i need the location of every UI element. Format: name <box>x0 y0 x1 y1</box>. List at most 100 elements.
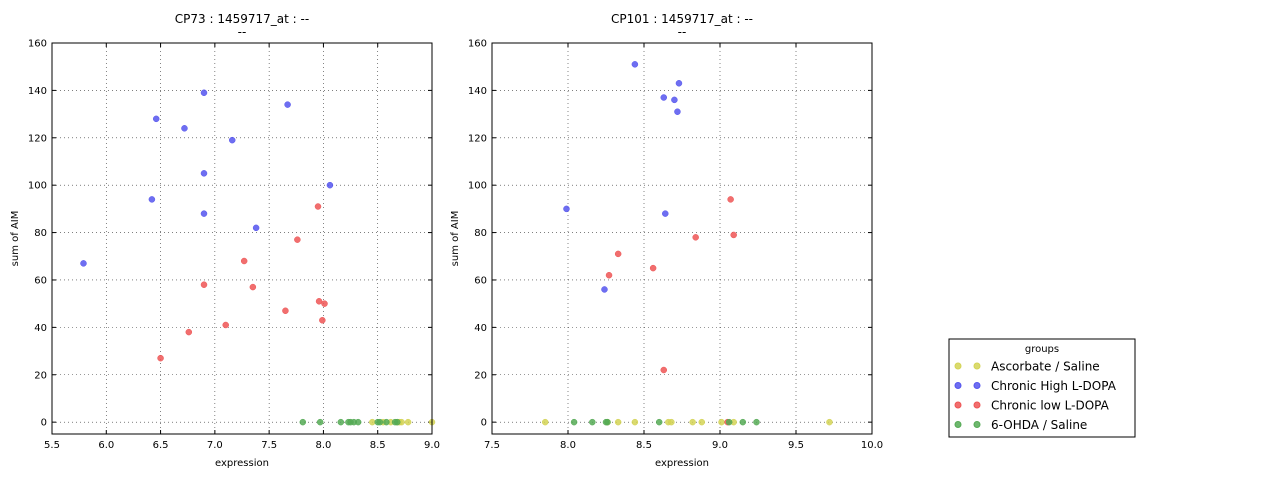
data-point <box>739 418 747 426</box>
data-point <box>157 354 164 362</box>
legend-item: Ascorbate / Saline <box>954 360 1100 374</box>
legend-marker <box>954 401 962 409</box>
series-1 <box>563 61 683 293</box>
legend-label: 6-OHDA / Saline <box>991 418 1087 432</box>
data-point <box>314 203 322 210</box>
data-point <box>222 321 229 329</box>
y-tick-label: 40 <box>34 323 47 334</box>
data-point <box>718 418 725 426</box>
y-tick-label: 100 <box>28 181 47 192</box>
data-point <box>299 418 307 426</box>
y-tick-label: 20 <box>34 370 47 381</box>
data-point <box>668 418 675 426</box>
data-point <box>604 418 611 426</box>
legend-marker <box>973 382 981 389</box>
data-point <box>660 94 668 101</box>
x-tick-label: 5.5 <box>44 440 60 451</box>
legend-box <box>948 338 1136 438</box>
legend-marker <box>954 362 962 370</box>
data-point <box>631 61 639 68</box>
data-point <box>252 224 260 232</box>
chart-title: CP73 : 1459717_at : -- <box>175 12 309 26</box>
data-point <box>725 418 733 426</box>
data-point <box>541 418 549 426</box>
data-point <box>570 418 578 426</box>
data-point <box>315 298 323 305</box>
x-tick-label: 7.5 <box>261 440 277 451</box>
legend-marker <box>954 421 962 428</box>
chart-title: CP101 : 1459717_at : -- <box>611 12 753 26</box>
data-point <box>282 307 289 315</box>
y-axis-label: sum of AIM <box>10 211 21 267</box>
data-point <box>316 418 324 426</box>
x-tick-label: 7.0 <box>207 440 223 451</box>
x-tick-label: 8.5 <box>636 440 652 451</box>
legend-title: groups <box>1025 344 1059 355</box>
data-point <box>698 418 706 426</box>
x-tick-label: 9.0 <box>712 440 728 451</box>
data-point <box>383 418 390 426</box>
series-3 <box>570 418 760 426</box>
y-tick-label: 100 <box>468 181 487 192</box>
data-point <box>675 80 683 87</box>
data-point <box>662 210 669 217</box>
data-point <box>655 418 663 426</box>
data-point <box>660 366 668 374</box>
data-point <box>614 418 622 426</box>
y-tick-label: 60 <box>34 275 47 286</box>
data-point <box>326 181 334 189</box>
data-point <box>376 418 384 426</box>
x-tick-label: 7.5 <box>484 440 500 451</box>
legend-item: Chronic High L-DOPA <box>954 379 1117 393</box>
data-point <box>601 286 608 293</box>
legend-label: Chronic High L-DOPA <box>991 379 1117 393</box>
data-point <box>240 257 248 265</box>
y-tick-label: 80 <box>34 228 47 239</box>
x-tick-label: 9.0 <box>424 440 440 451</box>
y-tick-label: 140 <box>28 86 47 97</box>
y-tick-label: 0 <box>41 418 47 429</box>
x-tick-label: 8.0 <box>560 440 576 451</box>
data-point <box>319 317 326 324</box>
data-point <box>185 328 193 336</box>
data-point <box>674 108 681 115</box>
y-tick-label: 120 <box>28 133 47 144</box>
x-tick-label: 8.0 <box>315 440 331 451</box>
data-point <box>589 418 596 426</box>
data-point <box>369 418 376 426</box>
data-point <box>826 418 833 426</box>
data-point <box>148 196 156 203</box>
series-3 <box>299 418 401 426</box>
data-point <box>404 418 412 426</box>
y-tick-label: 160 <box>28 39 47 50</box>
data-point <box>181 125 188 132</box>
chart-subtitle: -- <box>678 25 687 39</box>
data-point <box>249 283 257 291</box>
legend-label: Chronic low L-DOPA <box>991 399 1110 413</box>
y-tick-label: 40 <box>474 323 487 334</box>
series-2 <box>157 203 328 362</box>
data-point <box>753 418 760 426</box>
x-axis-label: expression <box>215 458 269 469</box>
series-0 <box>541 418 833 426</box>
series-1 <box>80 89 334 267</box>
data-point <box>294 236 301 243</box>
data-point <box>152 115 160 123</box>
data-point <box>200 210 208 217</box>
x-tick-label: 9.5 <box>788 440 804 451</box>
data-point <box>200 170 208 177</box>
x-tick-label: 6.0 <box>98 440 114 451</box>
plot-frame <box>491 42 873 435</box>
legend-marker <box>954 382 962 389</box>
y-tick-label: 0 <box>481 418 487 429</box>
data-point <box>337 418 345 426</box>
data-point <box>649 264 657 272</box>
data-point <box>284 101 291 108</box>
data-point <box>605 271 613 279</box>
legend: groups Ascorbate / Saline Chronic High L-… <box>948 338 1136 438</box>
data-point <box>321 300 328 307</box>
data-point <box>730 231 737 239</box>
y-tick-label: 160 <box>468 39 487 50</box>
chart-subtitle: -- <box>238 25 247 39</box>
